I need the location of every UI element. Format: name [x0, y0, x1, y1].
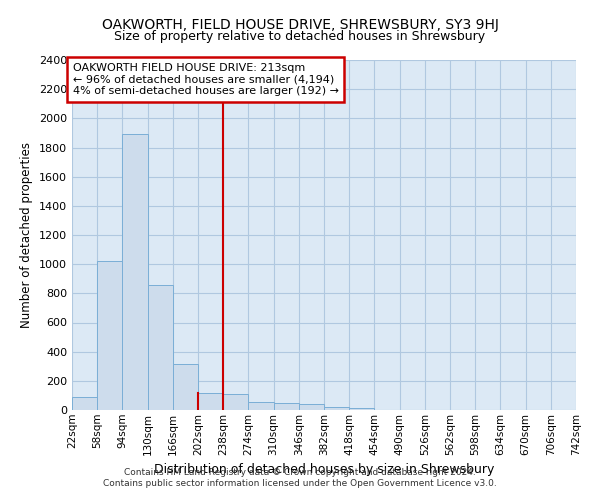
Bar [274, 404, 299, 410]
Text: Size of property relative to detached houses in Shrewsbury: Size of property relative to detached ho… [115, 30, 485, 43]
Bar [324, 407, 349, 410]
Bar [97, 261, 122, 410]
Bar [299, 404, 324, 410]
Bar [248, 402, 274, 410]
Text: Contains HM Land Registry data © Crown copyright and database right 2024.
Contai: Contains HM Land Registry data © Crown c… [103, 468, 497, 487]
Bar [173, 364, 198, 410]
Text: OAKWORTH FIELD HOUSE DRIVE: 213sqm
← 96% of detached houses are smaller (4,194)
: OAKWORTH FIELD HOUSE DRIVE: 213sqm ← 96%… [73, 63, 338, 96]
X-axis label: Distribution of detached houses by size in Shrewsbury: Distribution of detached houses by size … [154, 463, 494, 476]
Bar [198, 392, 223, 410]
Y-axis label: Number of detached properties: Number of detached properties [20, 142, 34, 328]
Bar [349, 408, 374, 410]
Bar [148, 284, 173, 410]
Bar [72, 397, 97, 410]
Bar [122, 134, 148, 410]
Bar [223, 394, 248, 410]
Text: OAKWORTH, FIELD HOUSE DRIVE, SHREWSBURY, SY3 9HJ: OAKWORTH, FIELD HOUSE DRIVE, SHREWSBURY,… [101, 18, 499, 32]
